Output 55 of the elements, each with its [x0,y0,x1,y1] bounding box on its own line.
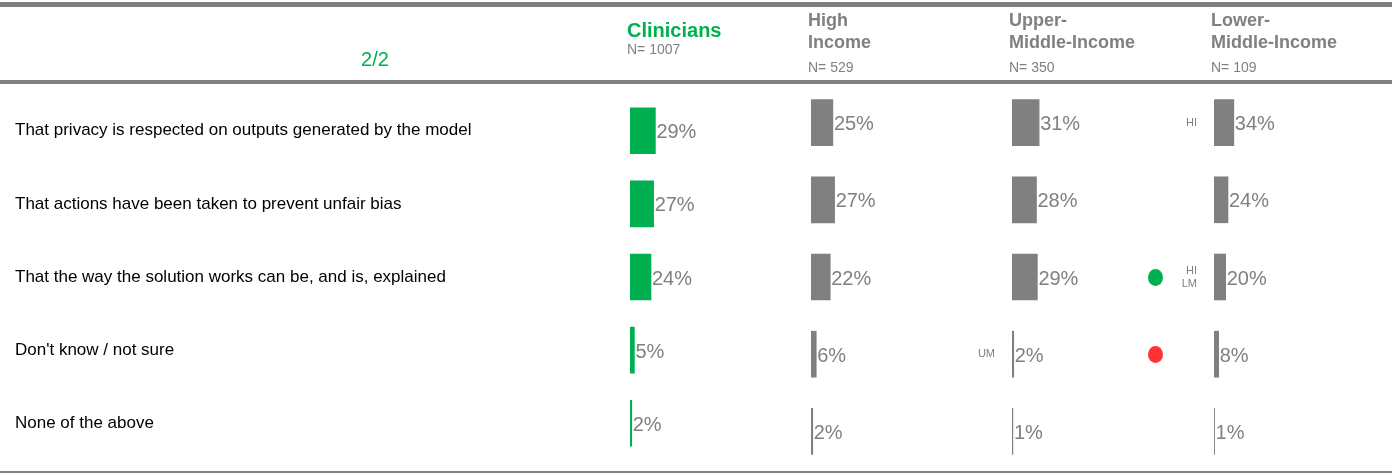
chart-subtitle: N= 109 [1211,59,1258,75]
y-tick-label: That the way the solution works can be, and is, explained [15,266,446,286]
bar [1214,253,1226,301]
chart-subtitle: N= 350 [1009,59,1056,75]
bar [811,330,817,378]
text: 2/2 [360,48,390,71]
data-label: 27% [654,193,695,216]
bar [1012,330,1015,378]
bar [630,326,635,374]
text: HI [1186,115,1197,128]
bar [1012,176,1037,224]
data-label: 34% [1234,112,1276,135]
bar [811,253,831,301]
data-label: 27% [835,189,876,212]
bar [1214,330,1219,378]
data-label: 22% [831,266,872,289]
data-label: 8% [1219,343,1249,366]
bar [811,99,834,146]
bar [811,176,835,224]
data-label: 6% [817,343,847,366]
data-label: 2% [813,420,843,443]
chart-title: High Income [808,9,873,53]
bar [1012,253,1038,301]
data-label: 1% [1013,420,1043,443]
data-label: 24% [1229,189,1270,212]
data-label: 2% [632,412,662,435]
text: HI LM [1181,263,1197,289]
data-label: 31% [1040,112,1081,135]
text: UM [977,347,995,360]
bar [630,107,656,155]
y-tick-label: Don't know / not sure [15,339,175,359]
y-tick-label: None of the above [15,412,154,432]
data-label: 2% [1014,343,1044,366]
bar [1214,99,1235,146]
bar [630,253,652,301]
bar [1214,176,1229,224]
data-label: 5% [635,339,665,362]
bar [1012,99,1040,146]
bar [630,399,633,447]
data-label: 29% [1038,266,1079,289]
y-tick-label: That actions have been taken to prevent unfair bias [15,193,402,213]
data-label: 25% [833,112,875,135]
y-tick-label: That privacy is respected on outputs generated by the model [15,120,472,140]
data-label: 29% [656,120,697,143]
chart-subtitle: N= 529 [808,59,855,75]
bar [811,408,814,455]
data-label: 1% [1215,420,1245,443]
data-label: 20% [1226,266,1267,289]
bar [630,180,654,228]
chart-subtitle: N= 1007 [627,41,682,57]
data-label: 24% [652,266,693,289]
chart-title: Clinicians [627,18,723,41]
text: Lower-Middle-Income [1211,9,1338,53]
chart-title: Upper-Middle-Income [1009,9,1136,53]
data-label: 28% [1037,189,1078,212]
